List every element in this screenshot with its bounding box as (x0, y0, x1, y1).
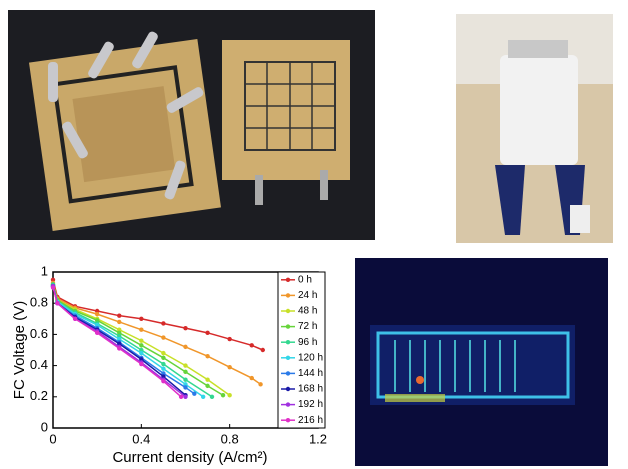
legend-marker (286, 324, 290, 328)
mri-photo (456, 14, 613, 243)
x-axis-title: Current density (A/cm²) (112, 449, 267, 466)
data-point (161, 335, 165, 339)
data-point (161, 351, 165, 355)
legend-label: 120 h (298, 352, 323, 363)
data-point (183, 363, 187, 367)
data-point (227, 365, 231, 369)
x-tick-label: 1.2 (309, 431, 327, 446)
mri-image (355, 258, 608, 466)
y-tick-label: 1 (41, 263, 48, 278)
data-point (261, 348, 265, 352)
data-point (139, 338, 143, 342)
data-point (183, 370, 187, 374)
data-point (161, 321, 165, 325)
data-point (51, 285, 55, 289)
data-point (183, 377, 187, 381)
chart: FC Voltage (V) Current density (A/cm²) 0… (11, 263, 327, 466)
data-point (258, 382, 262, 386)
fuel-cell-photo (8, 10, 375, 240)
x-tick-label: 0.4 (132, 431, 150, 446)
data-point (139, 328, 143, 332)
legend-marker (286, 402, 290, 406)
legend-label: 72 h (298, 321, 317, 332)
data-point (139, 317, 143, 321)
data-point (161, 379, 165, 383)
legend-label: 48 h (298, 306, 317, 317)
data-point (73, 317, 77, 321)
data-point (205, 354, 209, 358)
data-point (161, 356, 165, 360)
data-point (139, 362, 143, 366)
data-point (183, 326, 187, 330)
data-point (117, 313, 121, 317)
legend-marker (286, 371, 290, 375)
data-point (183, 385, 187, 389)
y-tick-label: 0 (41, 419, 48, 434)
data-point (221, 393, 225, 397)
y-tick-label: 0.4 (30, 357, 48, 372)
data-point (192, 391, 196, 395)
legend-marker (286, 340, 290, 344)
legend-marker (286, 309, 290, 313)
figure: FC Voltage (V) Current density (A/cm²) 0… (0, 0, 628, 469)
data-point (205, 377, 209, 381)
data-point (161, 367, 165, 371)
legend-label: 216 h (298, 415, 323, 426)
data-point (95, 312, 99, 316)
legend-label: 192 h (298, 399, 323, 410)
legend-marker (286, 278, 290, 282)
data-point (250, 376, 254, 380)
data-point (205, 384, 209, 388)
data-point (161, 362, 165, 366)
data-point (117, 320, 121, 324)
data-point (183, 345, 187, 349)
legend-marker (286, 418, 290, 422)
data-point (55, 301, 59, 305)
y-tick-label: 0.8 (30, 295, 48, 310)
legend-label: 168 h (298, 384, 323, 395)
data-point (227, 337, 231, 341)
x-tick-label: 0.8 (221, 431, 239, 446)
data-point (139, 351, 143, 355)
legend-label: 0 h (298, 274, 312, 285)
data-point (227, 393, 231, 397)
legend-label: 24 h (298, 290, 317, 301)
data-point (95, 331, 99, 335)
x-tick-label: 0 (49, 431, 56, 446)
data-point (183, 395, 187, 399)
data-point (139, 343, 143, 347)
data-point (179, 395, 183, 399)
y-tick-label: 0.2 (30, 388, 48, 403)
legend-marker (286, 293, 290, 297)
legend-marker (286, 387, 290, 391)
legend-label: 96 h (298, 337, 317, 348)
y-tick-label: 0.6 (30, 326, 48, 341)
data-point (205, 331, 209, 335)
data-point (210, 395, 214, 399)
legend-marker (286, 356, 290, 360)
data-point (117, 346, 121, 350)
legend-label: 144 h (298, 368, 323, 379)
data-point (201, 395, 205, 399)
y-axis-title: FC Voltage (V) (11, 301, 28, 399)
data-point (250, 343, 254, 347)
